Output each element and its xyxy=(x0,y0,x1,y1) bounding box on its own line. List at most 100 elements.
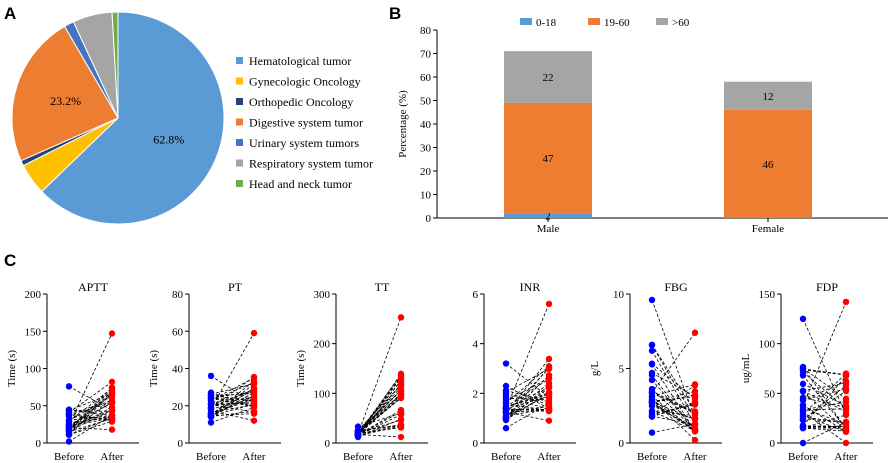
y-tick-label: 200 xyxy=(25,289,42,301)
after-point xyxy=(250,408,258,415)
y-tick-label: 20 xyxy=(172,401,184,413)
after-point xyxy=(842,370,850,377)
bar-segment xyxy=(504,51,592,103)
stacked-bar-chart: 0 10 20 30 40 50 60 70 80 Percentage (%) 2 47 22 Male… xyxy=(397,17,888,235)
pair-line xyxy=(505,385,550,420)
legend-entry: 0-18 xyxy=(536,17,557,29)
y-tick-label: 60 xyxy=(420,72,432,84)
after-point xyxy=(545,365,553,372)
pair-line xyxy=(651,372,696,397)
pair-line xyxy=(802,388,847,401)
before-point xyxy=(648,347,656,354)
pair-line xyxy=(802,380,847,401)
pair-line xyxy=(802,383,847,407)
pair-line xyxy=(68,393,113,411)
pair-line xyxy=(357,409,402,436)
after-point xyxy=(545,300,553,308)
bar-data-label: 46 xyxy=(763,159,775,171)
after-point xyxy=(397,391,405,399)
legend-entry: Respiratory system tumor xyxy=(249,157,373,171)
pair-line xyxy=(357,394,402,432)
after-point xyxy=(108,426,116,433)
after-point xyxy=(545,355,553,363)
before-point xyxy=(799,401,807,409)
pair-line xyxy=(802,369,847,376)
pair-line xyxy=(651,385,696,416)
before-point xyxy=(799,439,807,447)
before-point xyxy=(207,410,215,418)
y-tick-label: 50 xyxy=(420,96,432,108)
before-point xyxy=(207,372,215,380)
after-point xyxy=(397,416,405,424)
after-point xyxy=(108,330,116,337)
legend-entry: >60 xyxy=(672,17,690,29)
pair-line xyxy=(505,303,550,409)
pair-line xyxy=(651,394,696,403)
pair-line xyxy=(210,410,255,422)
after-point xyxy=(691,398,699,406)
y-tick-label: 40 xyxy=(172,364,184,376)
pair-line xyxy=(357,424,402,435)
pie-slice xyxy=(11,25,119,162)
before-point xyxy=(648,399,656,406)
x-tick-label: Before xyxy=(54,451,84,463)
pair-line xyxy=(802,401,847,411)
before-point xyxy=(502,382,510,390)
before-point xyxy=(799,406,807,414)
before-point xyxy=(65,430,73,437)
pair-line xyxy=(210,395,255,415)
y-tick-label: 300 xyxy=(314,289,331,301)
pair-line xyxy=(210,375,255,404)
legend-swatch xyxy=(236,77,243,85)
x-tick-label: Before xyxy=(637,451,667,463)
y-tick-label: 2 xyxy=(473,388,479,400)
pair-line xyxy=(651,405,696,420)
pair-line xyxy=(505,393,550,408)
y-tick-label: 100 xyxy=(314,388,331,400)
paired-plot-aptt: 0 50 100 150 200 APTT Time (s) Before After xyxy=(6,280,139,463)
pair-line xyxy=(802,390,847,420)
after-point xyxy=(691,408,699,415)
pair-line xyxy=(651,363,696,399)
pair-line xyxy=(802,375,847,429)
y-axis-label: Percentage (%) xyxy=(397,90,409,158)
pair-line xyxy=(651,392,696,414)
before-point xyxy=(207,419,215,426)
y-tick-label: 100 xyxy=(25,364,42,376)
after-point xyxy=(545,417,553,424)
before-point xyxy=(799,387,807,395)
plot-title: APTT xyxy=(78,280,109,294)
before-point xyxy=(799,380,807,388)
before-point xyxy=(648,341,656,349)
y-tick-label: 200 xyxy=(314,339,331,351)
pair-line xyxy=(802,421,847,444)
legend-entry: 19-60 xyxy=(604,17,630,29)
plot-title: INR xyxy=(520,280,541,294)
y-tick-label: 40 xyxy=(420,119,432,131)
pair-line xyxy=(210,376,255,409)
paired-plot-inr: 0 2 4 6 INR Before After xyxy=(473,280,576,463)
before-point xyxy=(648,413,656,420)
legend-swatch xyxy=(236,139,243,146)
pair-line xyxy=(802,404,847,433)
pair-line xyxy=(357,397,402,435)
x-tick-label: After xyxy=(683,451,707,463)
pair-line xyxy=(651,398,696,431)
y-tick-label: 0 xyxy=(325,438,331,450)
after-point xyxy=(250,393,258,400)
before-point xyxy=(65,383,73,390)
y-tick-label: 10 xyxy=(613,289,625,301)
after-point xyxy=(691,393,699,400)
bar-data-label: 2 xyxy=(545,211,551,223)
y-axis-label: Time (s) xyxy=(148,350,160,388)
before-point xyxy=(648,408,656,415)
pair-line xyxy=(68,393,113,431)
after-point xyxy=(545,372,553,379)
pair-line xyxy=(68,402,113,426)
y-axis-label: Time (s) xyxy=(295,350,307,388)
after-point xyxy=(250,417,258,424)
y-tick-label: 70 xyxy=(420,49,432,61)
pair-line xyxy=(68,381,113,413)
pair-line xyxy=(68,417,113,435)
